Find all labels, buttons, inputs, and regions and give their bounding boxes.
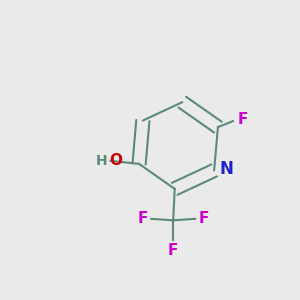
Text: H: H (96, 154, 108, 168)
Text: O: O (109, 153, 122, 168)
Text: F: F (199, 211, 209, 226)
Text: F: F (137, 211, 148, 226)
Text: F: F (168, 243, 178, 258)
Text: F: F (237, 112, 248, 127)
Text: N: N (220, 160, 233, 178)
